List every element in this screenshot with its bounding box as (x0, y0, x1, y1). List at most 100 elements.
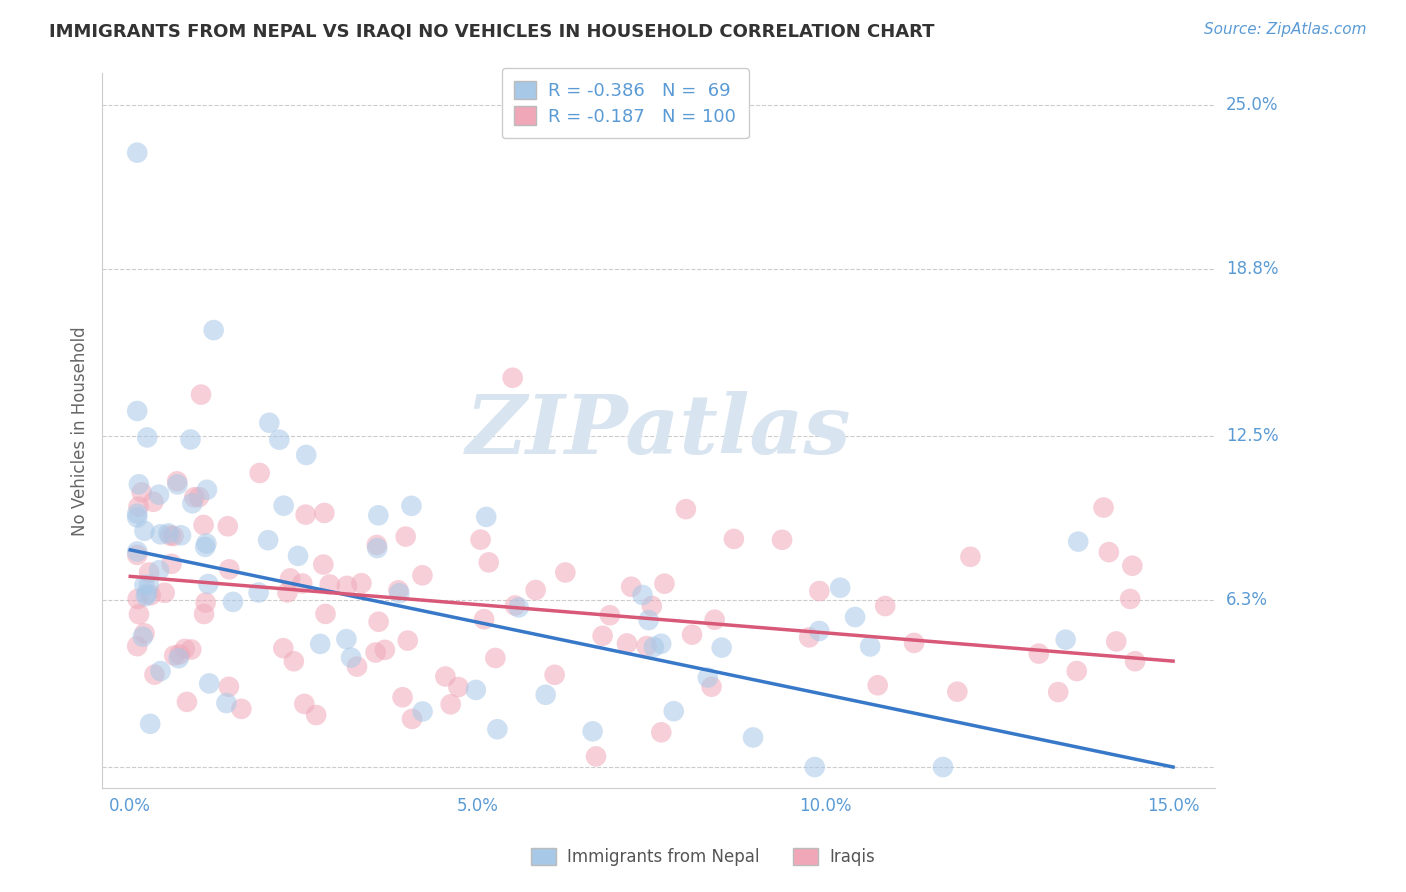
Point (149, 527, 172, 541)
Point (138, 578, 160, 592)
Point (799, 631, 821, 645)
Point (700, 680, 723, 694)
Point (636, 639, 658, 653)
Point (395, 530, 418, 544)
Point (319, 577, 342, 591)
Point (592, 629, 614, 643)
Point (391, 690, 413, 705)
Point (194, 596, 217, 610)
Point (710, 640, 733, 655)
Point (336, 579, 359, 593)
Text: 12.5%: 12.5% (1226, 427, 1278, 445)
Point (478, 555, 501, 569)
Point (486, 723, 509, 737)
Point (1066, 664, 1088, 678)
Point (283, 654, 305, 668)
Point (190, 387, 212, 401)
Point (1047, 685, 1070, 699)
Point (127, 145, 149, 160)
Point (808, 624, 831, 638)
Point (169, 648, 191, 662)
Point (139, 588, 162, 602)
Point (388, 586, 411, 600)
Point (291, 576, 314, 591)
Point (396, 633, 419, 648)
Point (401, 499, 423, 513)
Point (1119, 591, 1142, 606)
Point (503, 599, 526, 613)
Point (770, 533, 793, 547)
Point (127, 507, 149, 521)
Point (440, 698, 463, 712)
Point (641, 599, 664, 613)
Point (273, 499, 295, 513)
Point (159, 528, 181, 542)
Point (859, 640, 882, 654)
Point (1067, 534, 1090, 549)
Point (195, 536, 218, 550)
Point (1028, 647, 1050, 661)
Point (554, 566, 576, 580)
Point (170, 528, 193, 542)
Point (278, 571, 301, 585)
Point (176, 695, 198, 709)
Point (249, 466, 271, 480)
Point (136, 430, 159, 444)
Point (136, 587, 159, 601)
Point (675, 502, 697, 516)
Point (259, 416, 281, 430)
Point (128, 500, 150, 514)
Legend: Immigrants from Nepal, Iraqis: Immigrants from Nepal, Iraqis (522, 840, 884, 875)
Point (153, 586, 176, 600)
Point (162, 529, 184, 543)
Point (148, 563, 170, 577)
Point (127, 548, 149, 562)
Point (631, 588, 654, 602)
Point (143, 667, 166, 681)
Point (464, 682, 486, 697)
Point (149, 664, 172, 678)
Point (127, 592, 149, 607)
Point (524, 582, 547, 597)
Point (1105, 634, 1128, 648)
Point (1098, 545, 1121, 559)
Point (139, 716, 162, 731)
Point (315, 607, 337, 621)
Text: ZIPatlas: ZIPatlas (465, 391, 852, 471)
Point (830, 581, 852, 595)
Point (247, 585, 270, 599)
Point (231, 702, 253, 716)
Point (1121, 558, 1143, 573)
Point (257, 533, 280, 548)
Point (160, 557, 183, 571)
Point (138, 566, 160, 580)
Point (543, 668, 565, 682)
Text: 6.3%: 6.3% (1226, 591, 1268, 609)
Point (703, 613, 725, 627)
Point (364, 646, 387, 660)
Point (135, 589, 157, 603)
Point (167, 651, 190, 665)
Point (163, 648, 186, 663)
Point (218, 680, 240, 694)
Point (643, 640, 665, 654)
Point (662, 704, 685, 718)
Point (194, 540, 217, 554)
Point (1092, 500, 1115, 515)
Point (179, 433, 201, 447)
Point (218, 562, 240, 576)
Point (475, 509, 498, 524)
Point (346, 659, 368, 673)
Point (134, 626, 156, 640)
Text: 25.0%: 25.0% (1226, 96, 1278, 114)
Point (142, 495, 165, 509)
Legend: R = -0.386   N =  69, R = -0.187   N = 100: R = -0.386 N = 69, R = -0.187 N = 100 (502, 68, 749, 138)
Point (197, 577, 219, 591)
Point (844, 610, 866, 624)
Point (166, 477, 188, 491)
Text: Source: ZipAtlas.com: Source: ZipAtlas.com (1204, 22, 1367, 37)
Point (875, 599, 897, 613)
Point (650, 725, 672, 739)
Point (534, 688, 557, 702)
Point (340, 650, 363, 665)
